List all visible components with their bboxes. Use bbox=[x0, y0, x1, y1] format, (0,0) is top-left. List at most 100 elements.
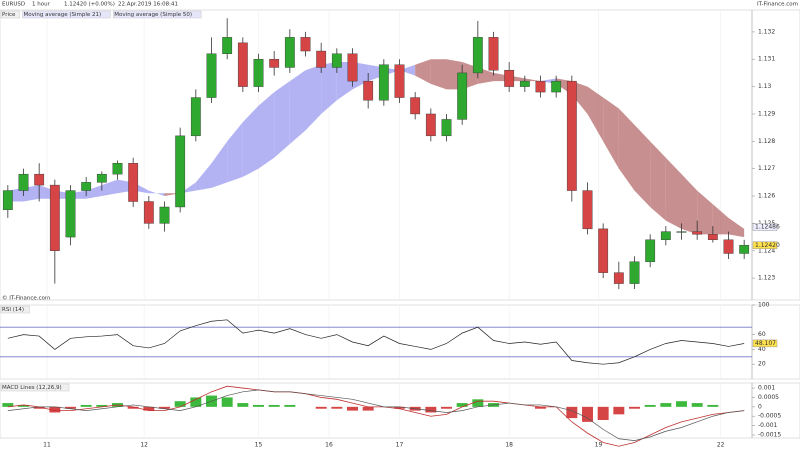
macd-bar bbox=[535, 406, 546, 409]
x-tick-label: 18 bbox=[505, 442, 513, 449]
x-tick-label: 17 bbox=[396, 442, 404, 449]
macd-bar bbox=[456, 403, 468, 407]
macd-bar bbox=[33, 406, 45, 409]
y-tick-label: 1.123 bbox=[758, 275, 775, 282]
candle-body bbox=[65, 190, 76, 238]
candle-body bbox=[190, 97, 201, 137]
legend-box bbox=[0, 383, 70, 392]
candle-body bbox=[49, 184, 60, 251]
macd-bar bbox=[174, 401, 186, 407]
y-tick-label: 1.128 bbox=[758, 138, 775, 145]
macd-bar bbox=[315, 406, 327, 409]
macd-bar bbox=[159, 406, 170, 409]
ma-fill bbox=[728, 217, 745, 238]
candle-body bbox=[112, 163, 123, 175]
x-tick-label: 22 bbox=[717, 442, 725, 449]
candle-body bbox=[535, 80, 546, 93]
y-tick-label: 1.124 bbox=[758, 247, 775, 254]
legend-box bbox=[0, 305, 30, 314]
y-tick-label: -0.001 bbox=[758, 422, 778, 429]
macd-bar bbox=[644, 404, 656, 407]
y-tick-label: 1.132 bbox=[758, 28, 775, 35]
macd-bar bbox=[394, 406, 405, 409]
candle-body bbox=[613, 272, 624, 284]
legend-entry: Price bbox=[2, 12, 16, 18]
macd-bar bbox=[691, 403, 703, 407]
macd-bar bbox=[347, 406, 358, 411]
candle-body bbox=[34, 173, 45, 186]
panel-frame bbox=[0, 9, 800, 301]
macd-bar bbox=[613, 406, 625, 415]
candle-body bbox=[457, 72, 468, 120]
panel-frame bbox=[0, 304, 800, 380]
y-tick-label: 20 bbox=[758, 361, 766, 368]
candle-body bbox=[739, 245, 750, 254]
ma-fill bbox=[148, 190, 165, 197]
macd-bar bbox=[237, 403, 249, 407]
ma-fill bbox=[650, 141, 666, 221]
macd-bar bbox=[566, 406, 578, 419]
macd-bar bbox=[582, 406, 593, 422]
y-tick-label: 100 bbox=[758, 302, 770, 309]
ma-fill bbox=[258, 92, 275, 169]
brand: IT-Finance.com bbox=[757, 2, 798, 8]
interval: 1 hour bbox=[32, 2, 51, 8]
candle-body bbox=[707, 234, 718, 241]
x-tick-label: 15 bbox=[255, 442, 263, 449]
x-tick-label: 19 bbox=[595, 442, 603, 449]
candle-body bbox=[253, 59, 264, 87]
ma-fill bbox=[321, 61, 337, 114]
candle-body bbox=[723, 239, 734, 254]
y-tick-label: 1.13 bbox=[758, 83, 772, 90]
candle-body bbox=[410, 97, 421, 115]
macd-bar bbox=[143, 406, 155, 411]
candle-body bbox=[2, 190, 13, 210]
y-tick-label: 0 bbox=[758, 403, 762, 410]
candle-body bbox=[222, 37, 233, 54]
price-label: 1.12420 bbox=[755, 242, 780, 249]
candle-body bbox=[566, 80, 577, 191]
candle-body bbox=[237, 42, 248, 87]
macd-bar bbox=[221, 397, 233, 407]
y-tick-label: 40 bbox=[758, 346, 766, 353]
ma-fill bbox=[274, 81, 290, 158]
candle-body bbox=[676, 231, 687, 233]
legend-entry: MACD Lines (12,26,9) bbox=[2, 385, 62, 391]
candle-body bbox=[331, 53, 342, 68]
candle-body bbox=[519, 80, 530, 87]
candle-body bbox=[692, 231, 703, 235]
legend-entry: Moving average (Simple 50) bbox=[114, 12, 192, 18]
price-label: 48.107 bbox=[755, 340, 776, 347]
ma-fill bbox=[227, 122, 243, 183]
macd-bar bbox=[190, 397, 202, 407]
price-label-box bbox=[752, 241, 778, 249]
price-label-box bbox=[752, 223, 778, 231]
macd-bar bbox=[362, 406, 374, 411]
legend-entry: Moving average (Simple 21) bbox=[24, 12, 102, 18]
legend-box bbox=[0, 10, 20, 19]
legend-box bbox=[113, 10, 202, 19]
macd-bar bbox=[629, 406, 640, 409]
ma-fill bbox=[211, 141, 228, 188]
ma-fill bbox=[86, 185, 102, 199]
macd-bar bbox=[597, 406, 609, 420]
ma-fill bbox=[415, 59, 431, 84]
rsi-line bbox=[7, 319, 745, 365]
ma-fill bbox=[399, 64, 416, 76]
macd-bar bbox=[284, 404, 296, 407]
macd-line bbox=[7, 385, 745, 447]
y-tick-label: -0.0015 bbox=[758, 431, 781, 438]
y-tick-label: 1.129 bbox=[758, 110, 775, 117]
candle-body bbox=[300, 37, 311, 52]
ma-fill bbox=[697, 190, 713, 235]
ma-fill bbox=[101, 179, 118, 197]
macd-bar bbox=[65, 406, 76, 409]
y-tick-label: 0.001 bbox=[758, 385, 775, 392]
candle-body bbox=[363, 80, 374, 101]
y-tick-label: 1.126 bbox=[758, 193, 775, 200]
macd-bar bbox=[472, 399, 484, 407]
timestamp: 22.Apr.2019 16:08:41 bbox=[118, 2, 178, 8]
candle-body bbox=[378, 64, 389, 101]
candle-body bbox=[143, 201, 154, 224]
